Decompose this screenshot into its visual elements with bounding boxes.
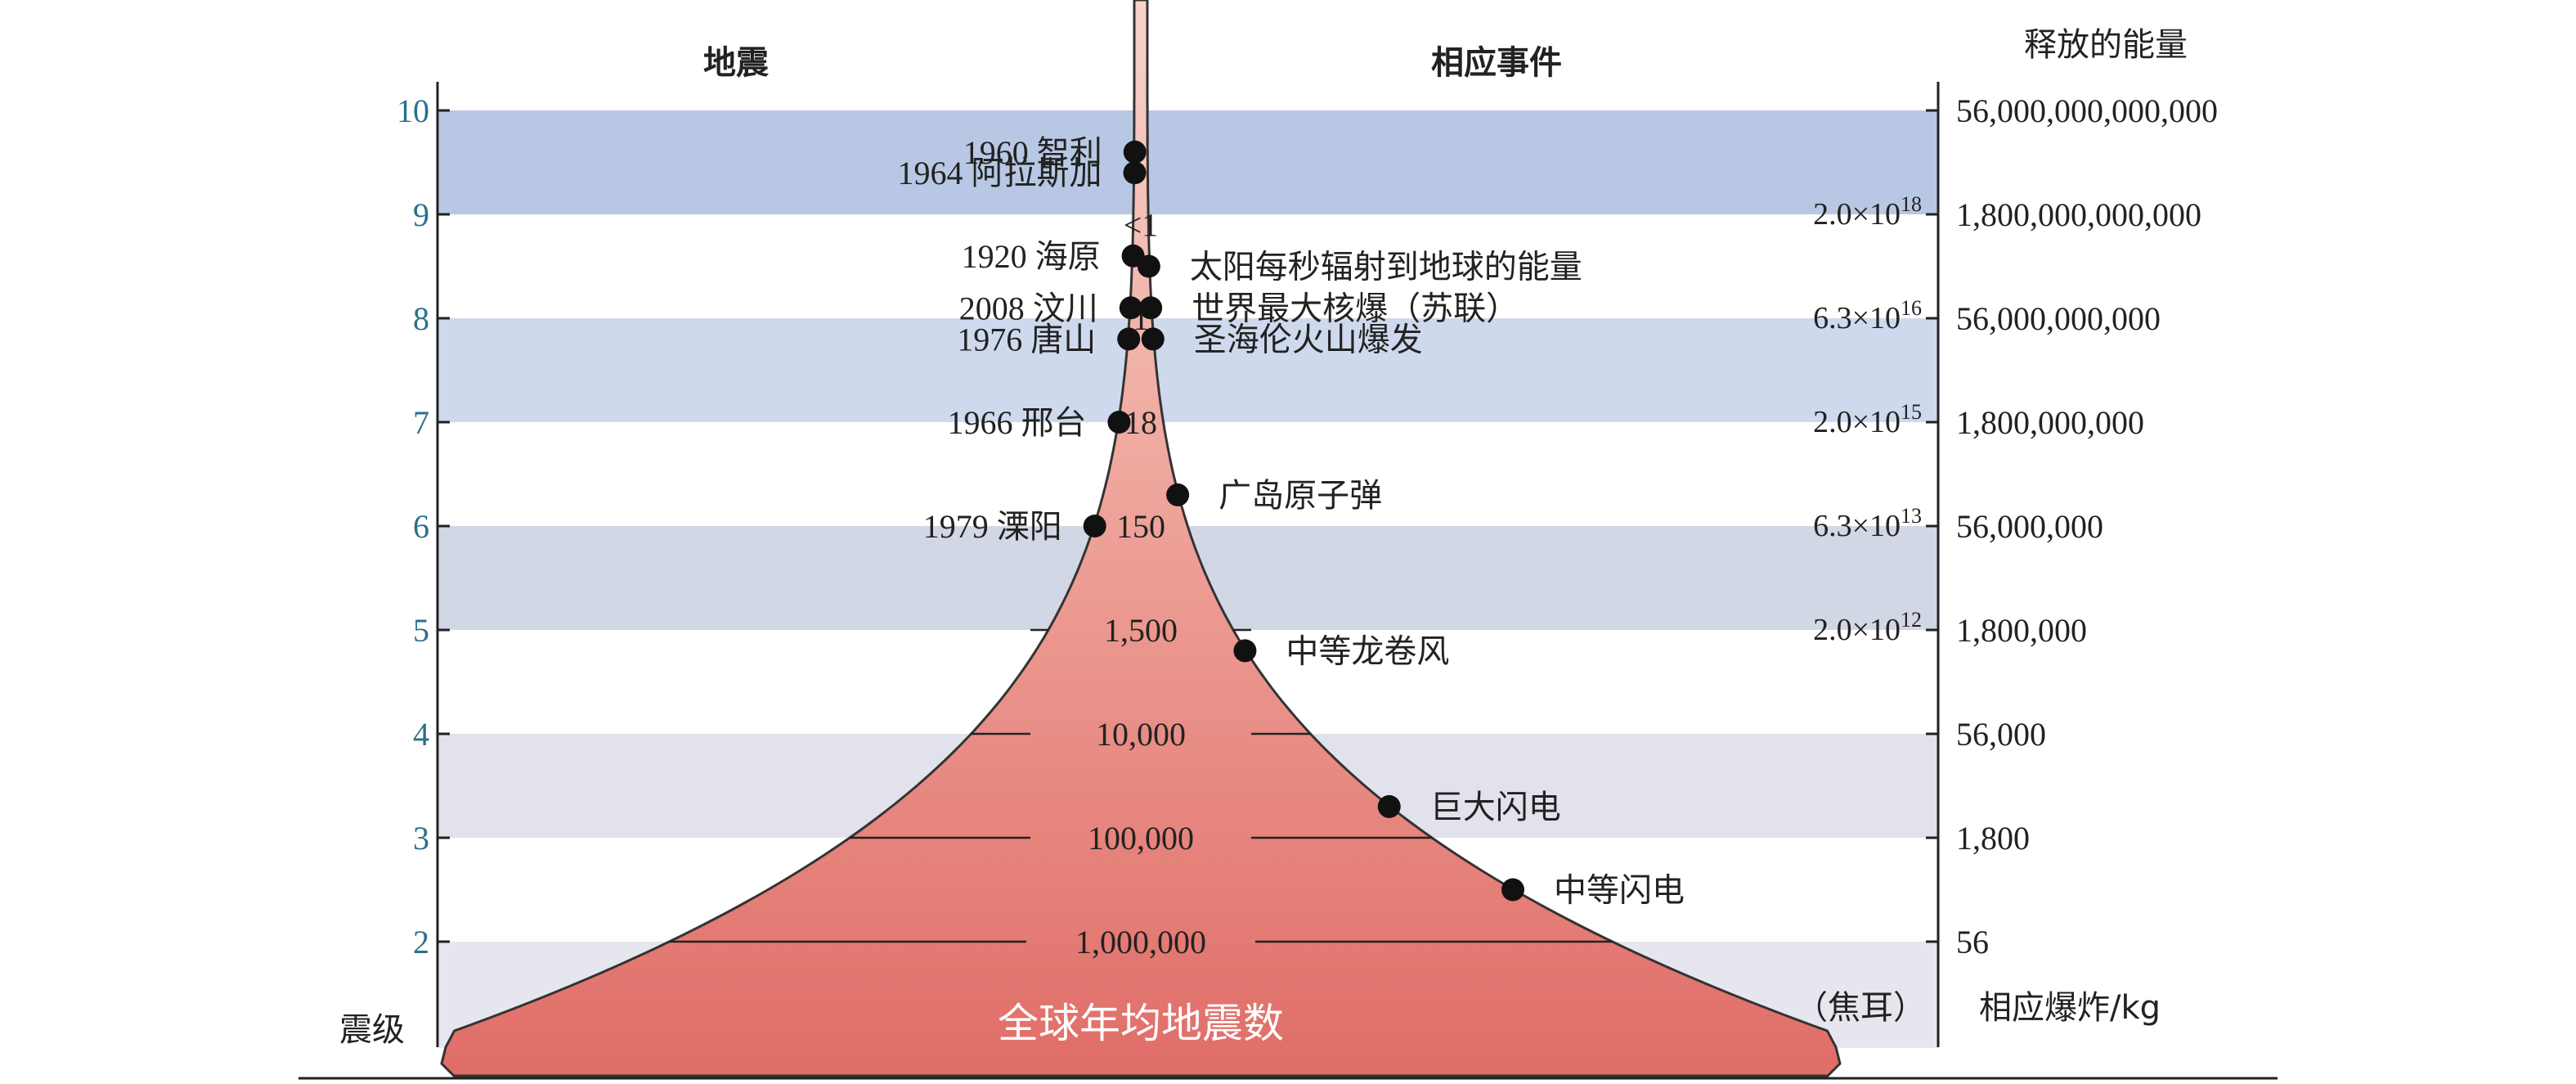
earthquake-dot — [1123, 140, 1147, 164]
earthquake-dot — [1083, 515, 1106, 538]
event-dot — [1377, 794, 1401, 818]
event-dot — [1137, 254, 1160, 278]
event-label: 圣海伦火山爆发 — [1194, 321, 1423, 358]
event-dot — [1501, 878, 1525, 902]
band-7-8 — [438, 318, 1938, 422]
magnitude-axis-label: 震级 — [339, 1011, 405, 1049]
joule-unit-label: （焦耳） — [1795, 989, 1926, 1027]
annual-count-label: 1,500 — [1104, 612, 1178, 649]
magnitude-tick-label: 5 — [413, 612, 429, 649]
event-label: 中等龙卷风 — [1286, 632, 1449, 669]
funnel-caption: 全球年均地震数 — [998, 1000, 1284, 1047]
event-dot — [1139, 296, 1163, 320]
annual-count-label: <1 — [1124, 207, 1159, 244]
joule-exponent: 12 — [1901, 608, 1922, 632]
joule-value-label: 2.0×1012 — [1813, 608, 1922, 647]
magnitude-tick-label: 2 — [413, 924, 429, 960]
earthquake-dot — [1119, 296, 1142, 320]
energy-value-label: 1,800 — [1956, 820, 2030, 857]
earthquake-label: 1979 溧阳 — [923, 508, 1062, 545]
annual-count-label: 1,000,000 — [1075, 924, 1206, 960]
earthquake-label: 1920 海原 — [962, 238, 1101, 275]
earthquake-label: 1964 阿拉斯加 — [898, 155, 1102, 191]
event-label: 广岛原子弹 — [1218, 477, 1382, 514]
earthquake-label: 1976 唐山 — [957, 321, 1096, 358]
earthquake-label: 2008 汶川 — [959, 290, 1098, 326]
event-label: 中等闪电 — [1554, 872, 1685, 909]
header-earthquake: 地震 — [703, 44, 769, 82]
energy-value-label: 56,000 — [1956, 716, 2046, 753]
event-markers: 太阳每秒辐射到地球的能量世界最大核爆（苏联）圣海伦火山爆发广岛原子弹中等龙卷风巨… — [1137, 249, 1685, 909]
magnitude-tick-label: 7 — [413, 404, 429, 441]
joule-value-label: 2.0×1015 — [1813, 400, 1922, 439]
joule-value-label: 6.3×1013 — [1813, 504, 1922, 543]
header-energy: 释放的能量 — [2024, 26, 2188, 64]
energy-value-label: 1,800,000,000,000 — [1956, 196, 2201, 233]
event-label: 巨大闪电 — [1430, 789, 1561, 825]
magnitude-tick-label: 9 — [413, 196, 429, 233]
event-label: 太阳每秒辐射到地球的能量 — [1190, 249, 1582, 286]
annual-count-label: 150 — [1116, 508, 1165, 545]
energy-ticks: 56,000,000,000,000 1,800,000,000,000 56,00… — [1926, 92, 2218, 960]
magnitude-tick-label: 10 — [397, 92, 429, 129]
event-dot — [1166, 483, 1190, 506]
joule-value-label: 2.0×1018 — [1813, 192, 1922, 232]
header-events: 相应事件 — [1431, 44, 1562, 82]
magnitude-ticks: 10 9 8 7 6 5 4 3 2 — [397, 92, 450, 960]
joule-exponent: 15 — [1901, 400, 1922, 424]
event-dot — [1141, 327, 1165, 351]
joule-exponent: 18 — [1901, 192, 1922, 216]
event-dot — [1233, 639, 1257, 663]
explosive-unit-label: 相应爆炸/kg — [1979, 989, 2161, 1027]
energy-value-label: 1,800,000,000 — [1956, 404, 2144, 441]
band-9-10 — [438, 110, 1938, 214]
energy-value-label: 56,000,000,000 — [1956, 300, 2161, 337]
energy-value-label: 56,000,000,000,000 — [1956, 92, 2218, 129]
magnitude-tick-label: 3 — [413, 820, 429, 857]
energy-value-label: 1,800,000 — [1956, 612, 2087, 649]
magnitude-tick-label: 8 — [413, 300, 429, 337]
energy-value-label: 56,000,000 — [1956, 508, 2103, 545]
earthquake-label: 1960 智利 — [963, 134, 1102, 171]
count-tick-lines — [669, 628, 1613, 943]
earthquake-dot — [1117, 327, 1141, 351]
magnitude-tick-label: 4 — [413, 716, 429, 753]
energy-value-label: 56 — [1956, 924, 1989, 960]
magnitude-tick-label: 6 — [413, 508, 429, 545]
earthquake-dot — [1107, 411, 1131, 434]
annual-count-label: 10,000 — [1096, 716, 1186, 753]
earthquake-dot — [1123, 161, 1147, 185]
joule-exponent: 13 — [1901, 504, 1922, 528]
earthquake-label: 1966 邢台 — [947, 404, 1086, 441]
joule-exponent: 16 — [1901, 296, 1922, 320]
event-label: 世界最大核爆（苏联） — [1192, 290, 1519, 326]
annual-count-label: 100,000 — [1088, 820, 1194, 857]
